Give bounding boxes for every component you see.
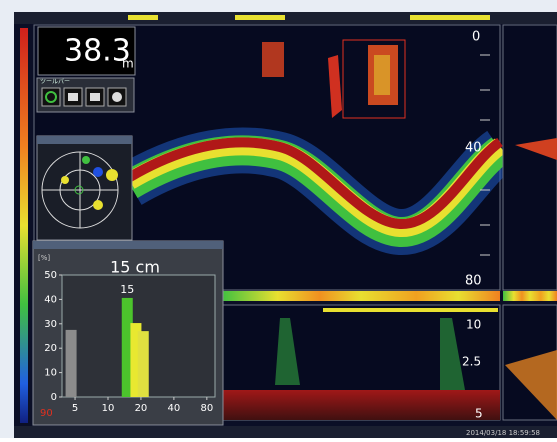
fish-school (328, 55, 342, 118)
depth-label: 80 (465, 274, 482, 289)
fish-school (374, 55, 390, 95)
side-echo (515, 138, 557, 160)
settings-icon (112, 92, 122, 102)
depth-label: 5 (475, 407, 483, 421)
refresh-icon (45, 91, 57, 103)
x-tick-label: 40 (168, 403, 181, 414)
target (61, 176, 69, 184)
depth-label: 2.5 (462, 355, 481, 369)
intensity-bar (222, 291, 500, 301)
target (74, 185, 84, 195)
size-histogram: 0 10 20 30 40 50 5 10 20 40 80 15 (44, 270, 213, 414)
echo-column (275, 318, 300, 385)
top-indicator (128, 15, 158, 20)
depth-value: 38.3 (64, 34, 131, 69)
x-tick-label: 20 (135, 403, 148, 414)
depth-display (37, 26, 136, 76)
target (93, 167, 103, 177)
y-tick-label: 10 (44, 368, 57, 379)
toolbar-button[interactable] (41, 87, 61, 107)
target (82, 156, 90, 164)
top-indicator (235, 15, 285, 20)
top-indicator (410, 15, 490, 20)
echo-column (440, 318, 465, 390)
bar (130, 323, 142, 397)
corner-value: 90 (40, 408, 53, 419)
depth-label: 0 (472, 30, 480, 45)
selection-box[interactable] (342, 39, 406, 119)
bottom-echo (127, 137, 503, 229)
panel-header (33, 241, 223, 249)
peak-size-label: 15 (120, 283, 134, 296)
x-tick-label: 10 (102, 403, 115, 414)
camera-icon (68, 93, 78, 101)
y-tick-label: 40 (44, 294, 57, 305)
y-tick-label: 50 (44, 270, 57, 281)
bottom-lock-echo (222, 390, 500, 420)
y-axis-label: [%] (38, 254, 50, 262)
side-echogram (502, 24, 557, 291)
scope-panel (36, 135, 133, 241)
zoom-indicator (323, 308, 498, 312)
bar (65, 329, 77, 397)
bar (137, 331, 149, 397)
panel-header (37, 136, 132, 144)
fish-school (262, 42, 284, 77)
target (93, 200, 103, 210)
side-echo (505, 350, 557, 420)
x-tick-label: 5 (72, 403, 78, 414)
timestamp: 2014/03/18 18:59:58 (466, 429, 540, 437)
intensity-bar (503, 291, 557, 301)
depth-unit: m (122, 57, 134, 71)
x-tick-label: 80 (200, 403, 213, 414)
y-tick-label: 20 (44, 343, 57, 354)
target (106, 169, 118, 181)
y-tick-label: 0 (51, 392, 57, 403)
color-scale (20, 28, 28, 423)
size-title: 15 cm (110, 258, 160, 277)
video-icon (90, 93, 100, 101)
toolbar-title: ツールバー (40, 79, 70, 86)
depth-label: 40 (465, 141, 482, 156)
bar (121, 297, 133, 397)
depth-label: 10 (466, 318, 481, 332)
status-bar (14, 426, 557, 438)
y-tick-label: 30 (44, 319, 57, 330)
